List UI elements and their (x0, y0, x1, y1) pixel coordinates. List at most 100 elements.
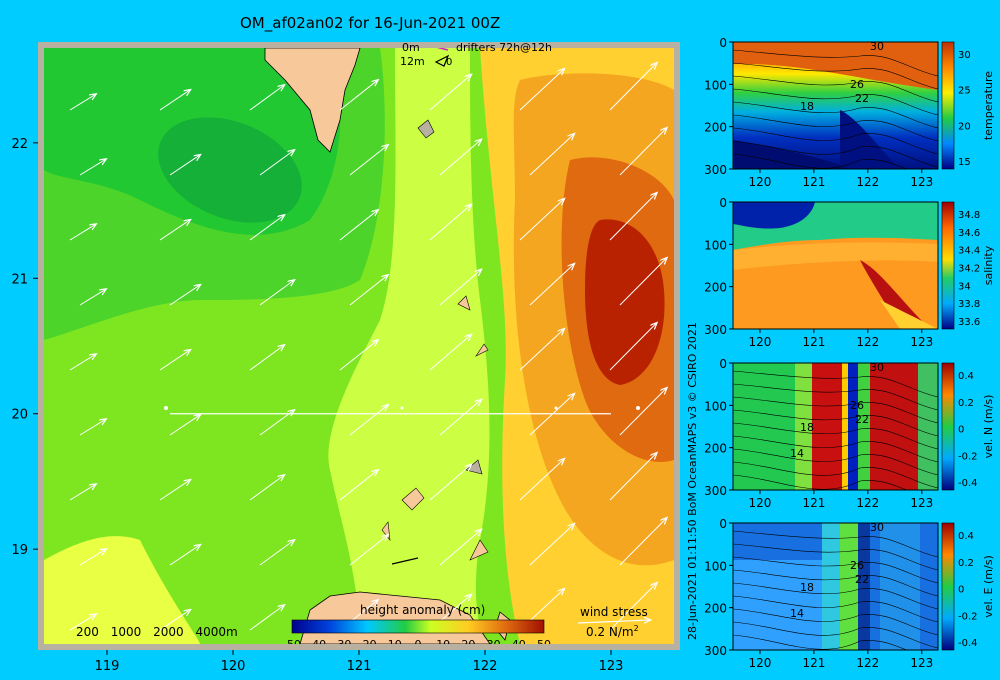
colorbar-tick-label: 50 (537, 638, 551, 651)
wind-arrow (609, 323, 656, 371)
wind-arrow (529, 134, 574, 176)
map-x-tick-label: 121 (347, 659, 372, 674)
wind-arrow (69, 484, 96, 501)
contour-line (733, 461, 938, 489)
contour-label: 18 (800, 421, 814, 434)
wind-arrow (439, 140, 481, 176)
wind-vectors (69, 63, 666, 631)
map-axes: 119 120 121 122 123 22 21 20 19 (11, 137, 623, 674)
drifter-0m-label: 0m (402, 41, 420, 54)
drifter-code: 0 (446, 57, 452, 68)
contour-label: 14 (790, 447, 804, 460)
wind-arrow (619, 128, 666, 176)
wind-arrow (529, 264, 574, 306)
wind-arrow (249, 475, 284, 501)
section-x-tick-label: 122 (856, 335, 879, 349)
section-y-tick-label: 100 (704, 559, 727, 573)
wind-arrow (609, 63, 656, 111)
section-frame (732, 41, 939, 170)
section-cbar-tick-label: -0.4 (958, 638, 978, 649)
wind-arrow (429, 205, 471, 241)
contour-line (733, 114, 938, 142)
wind-arrow (619, 258, 666, 306)
drifter-legend-text: drifters 72h@12h (456, 41, 552, 54)
contour-line (733, 127, 938, 155)
wind-arrow (159, 350, 190, 371)
wind-arrow (349, 275, 388, 306)
wind-arrow (429, 75, 471, 111)
section-y-tick-label: 300 (704, 484, 727, 498)
contour-label: 26 (850, 399, 864, 412)
wind-arrow (69, 614, 96, 631)
section-cbar-tick-label: 0.2 (958, 398, 974, 409)
contour-line (733, 62, 938, 90)
contour-line (733, 621, 938, 649)
wind-arrow (339, 80, 378, 111)
contour-label: 22 (855, 573, 869, 586)
wind-arrow (519, 69, 564, 111)
colorbar-tick-label: 30 (487, 638, 501, 651)
contour-label: 30 (870, 521, 884, 534)
section-cbar-tick-label: 20 (958, 121, 971, 132)
section-cbar-tick-label: 33.8 (958, 299, 980, 310)
wind-arrow (339, 340, 378, 371)
section-colorbar (941, 201, 955, 330)
section-x-tick-label: 122 (856, 656, 879, 670)
map-y-tick-label: 22 (11, 137, 28, 152)
contour-line (733, 474, 908, 490)
section-cbar-tick-label: 0.2 (958, 558, 974, 569)
section-x-tick-label: 121 (802, 335, 825, 349)
wind-arrow (519, 459, 564, 501)
height-anomaly-field: 200 1000 2000 4000m height anomaly (cm) … (44, 48, 674, 651)
wind-arrow (79, 159, 106, 176)
wind-arrow (519, 329, 564, 371)
section-y-tick-label: 100 (704, 238, 727, 252)
section-cbar-tick-label: 0.4 (958, 531, 974, 542)
section-y-tick-label: 0 (719, 196, 727, 210)
contour-line (733, 422, 938, 450)
contour-line (733, 543, 938, 571)
section-colorbar (941, 41, 955, 170)
section-y-tick-label: 200 (704, 121, 727, 135)
section-y-tick-label: 100 (704, 399, 727, 413)
contour-line (733, 396, 938, 424)
salinity-field (733, 202, 938, 329)
colorbar-tick-label: -30 (333, 638, 351, 651)
wind-arrow (609, 453, 656, 501)
section-y-tick-label: 300 (704, 163, 727, 177)
colorbar-title: height anomaly (cm) (360, 603, 485, 617)
section-x-tick-label: 123 (910, 496, 933, 510)
contour-label: 22 (855, 413, 869, 426)
section-frame (732, 201, 939, 330)
wind-arrow (439, 400, 481, 436)
wind-arrow (249, 605, 284, 631)
contour-line (733, 409, 938, 437)
wind-arrow (159, 610, 190, 631)
contour-line (733, 448, 938, 476)
wind-arrow (529, 524, 574, 566)
wind-arrow (259, 150, 294, 176)
contour-label: 30 (870, 40, 884, 53)
contour-line (733, 101, 938, 129)
section-y-tick-label: 300 (704, 644, 727, 658)
section-x-tick-label: 123 (910, 175, 933, 189)
wind-arrow (159, 480, 190, 501)
section-ylabel: salinity (982, 245, 995, 285)
wind-arrow (439, 270, 481, 306)
section-cbar-tick-label: -0.4 (958, 478, 978, 489)
section-y-tick-label: 300 (704, 323, 727, 337)
map-x-tick-label: 119 (95, 659, 120, 674)
section-cbar-tick-label: 34 (958, 281, 971, 292)
wind-arrow (159, 220, 190, 241)
contour-line (733, 383, 938, 411)
contour-line (733, 435, 938, 463)
colorbar-tick-label: -40 (308, 638, 326, 651)
section-x-tick-label: 120 (749, 656, 772, 670)
colorbar-tick-label: 20 (461, 638, 475, 651)
contour-line (733, 140, 938, 168)
section-cbar-tick-label: 0.4 (958, 371, 974, 382)
wind-arrow (169, 285, 200, 306)
section-x-tick-label: 121 (802, 175, 825, 189)
